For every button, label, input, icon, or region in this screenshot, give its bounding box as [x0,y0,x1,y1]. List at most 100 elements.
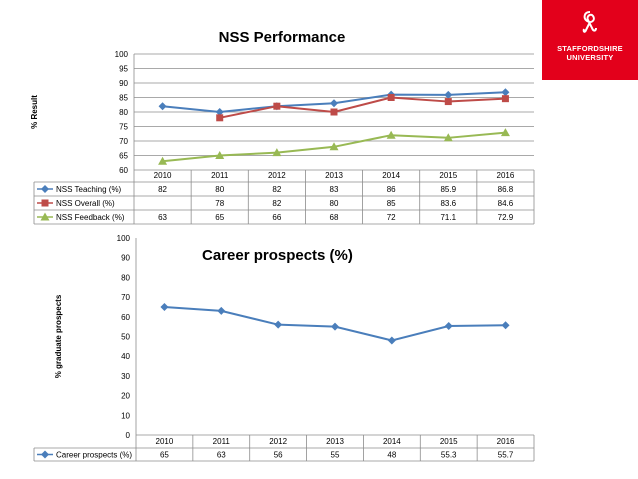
x-tick-label: 2014 [383,437,401,446]
data-label: 80 [330,199,339,208]
y-axis-label: % Result [30,95,39,129]
data-point [215,108,224,116]
x-tick-label: 2016 [497,171,515,180]
y-tick-label: 90 [121,254,130,263]
data-label: 82 [158,185,167,194]
data-point [444,98,452,106]
data-point [330,108,338,116]
data-point [216,114,224,122]
logo-line-1: STAFFORDSHIRE [557,44,623,53]
data-label: 84.6 [498,199,514,208]
data-label: 55 [331,451,340,460]
x-tick-label: 2011 [213,437,231,446]
y-tick-label: 95 [119,65,128,74]
data-point [160,302,169,311]
data-label: 85 [387,199,396,208]
stafford-knot-icon [582,11,597,33]
data-label: 80 [215,185,224,194]
data-point [387,336,396,345]
data-point [501,88,510,97]
y-tick-label: 90 [119,79,128,88]
legend-label: NSS Overall (%) [56,199,115,208]
data-label: 65 [160,451,169,460]
data-point [329,142,339,151]
x-tick-label: 2013 [326,437,344,446]
x-tick-label: 2010 [154,171,172,180]
data-label: 71.1 [440,213,456,222]
data-point [272,148,282,157]
y-tick-label: 60 [119,166,128,175]
data-point [443,133,453,142]
data-label: 63 [158,213,167,222]
legend-key-marker [41,199,49,207]
x-tick-label: 2010 [156,437,174,446]
data-point [158,156,168,165]
data-label: 56 [274,451,283,460]
data-label: 55.7 [498,451,514,460]
x-tick-label: 2015 [440,437,458,446]
legend-key-marker [40,212,50,221]
data-point [500,128,510,137]
data-label: 86 [387,185,396,194]
y-tick-label: 50 [121,333,130,342]
y-axis-label: % graduate prospects [54,294,63,378]
data-point [444,90,453,99]
data-point [501,321,510,330]
data-point [386,130,396,139]
data-label: 72 [387,213,396,222]
legend-key-marker [41,450,49,459]
data-point [274,320,283,329]
data-label: 83 [330,185,339,194]
data-label: 68 [330,213,339,222]
x-tick-label: 2014 [382,171,400,180]
y-tick-label: 65 [119,152,128,161]
data-point [501,95,509,103]
data-label: 65 [215,213,224,222]
y-tick-label: 60 [121,313,130,322]
y-tick-label: 40 [121,352,130,361]
y-tick-label: 100 [115,50,129,59]
y-tick-label: 70 [119,137,128,146]
legend-key-marker [41,185,49,193]
y-tick-label: 0 [126,431,131,440]
y-tick-label: 30 [121,372,130,381]
data-label: 85.9 [440,185,456,194]
data-point [387,94,395,101]
x-tick-label: 2012 [268,171,286,180]
series-line [219,96,506,119]
y-tick-label: 20 [121,392,130,401]
nss-performance-chart: NSS Performance % Result 60 65 70 75 80 85 90 95 1… [30,29,535,225]
data-point [330,99,338,108]
x-tick-label: 2013 [325,171,343,180]
x-tick-label: 2011 [211,171,229,180]
data-label: 82 [272,199,281,208]
x-tick-label: 2016 [497,437,515,446]
data-point [158,102,167,111]
university-logo: STAFFORDSHIRE UNIVERSITY [542,0,638,80]
legend-label: NSS Teaching (%) [56,185,122,194]
data-label: 78 [215,199,224,208]
data-point [444,322,453,331]
y-tick-label: 80 [119,108,128,117]
y-tick-label: 100 [117,234,131,243]
y-tick-label: 85 [119,94,128,103]
data-label: 48 [387,451,396,460]
y-tick-label: 70 [121,293,130,302]
y-tick-label: 10 [121,411,130,420]
data-point [217,306,226,315]
data-point [331,322,339,331]
data-label: 72.9 [498,213,514,222]
x-tick-label: 2012 [269,437,287,446]
y-tick-label: 80 [121,273,130,282]
chart-title: NSS Performance [219,29,346,46]
chart-title: Career prospects (%) [202,247,353,264]
data-label: 66 [272,213,281,222]
data-point [215,151,225,159]
logo-line-2: UNIVERSITY [566,53,614,62]
y-tick-label: 75 [119,123,128,132]
data-label: 55.3 [441,451,457,460]
legend-label: NSS Feedback (%) [56,213,125,222]
data-label: 86.8 [498,185,514,194]
data-label: 83.6 [440,199,456,208]
